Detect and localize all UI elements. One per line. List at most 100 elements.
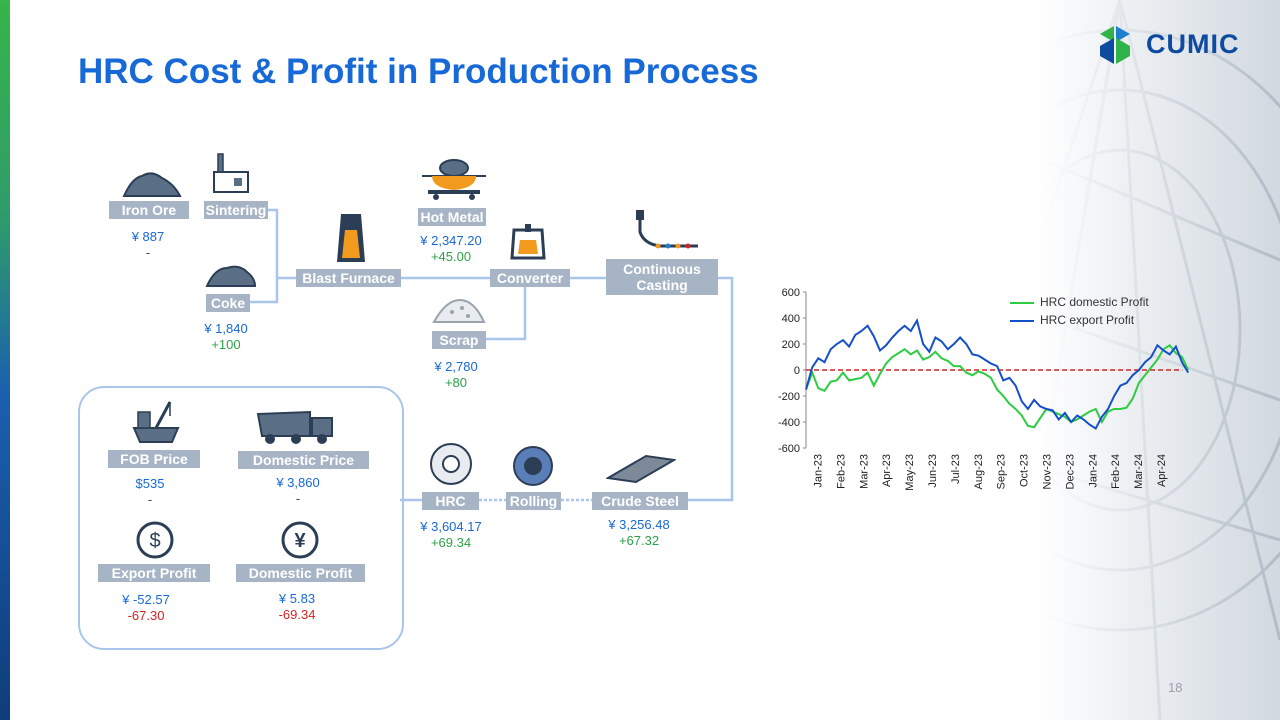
crude-steel-price: ¥ 3,256.48	[608, 517, 670, 532]
continuous-casting-line1: Continuous	[623, 261, 701, 277]
scrap-label: Scrap	[432, 331, 486, 349]
converter-icon	[510, 224, 546, 260]
logo-text: CUMIC	[1146, 29, 1240, 59]
y-tick-label: 400	[782, 313, 800, 325]
continuous-casting-label: Continuous Casting	[606, 259, 718, 295]
steel-slab-icon	[606, 454, 676, 484]
x-tick-label: Jul-23	[950, 454, 962, 484]
crude-steel-label: Crude Steel	[592, 492, 688, 510]
x-tick-label: Feb-23	[835, 454, 847, 489]
ore-pile-icon	[122, 172, 182, 197]
domestic-profit-amount: ¥ 5.83	[278, 591, 316, 606]
x-tick-label: May-23	[904, 454, 916, 491]
coke-pile-icon	[205, 265, 257, 287]
scrap-value: ¥ 2,780 +80	[416, 359, 496, 391]
factory-icon	[213, 153, 249, 193]
x-tick-label: Oct-23	[1019, 454, 1031, 487]
y-tick-label: 0	[794, 365, 800, 377]
profit-line-chart: 600 400 200 0 -200 -400 -600 Jan-23 Feb-23 Mar-23…	[778, 287, 1190, 491]
export-profit-amount: ¥ -52.57	[122, 592, 170, 607]
y-tick-label: -200	[778, 391, 800, 403]
casting-icon	[636, 210, 698, 249]
fob-price-value: $535 -	[110, 476, 190, 508]
coke-label: Coke	[206, 294, 250, 312]
domestic-profit-change: -69.34	[278, 607, 316, 622]
fob-price-amount: $535	[135, 476, 165, 491]
coil-icon	[430, 443, 472, 485]
y-tick-label: 600	[782, 287, 800, 299]
cumic-logo	[1100, 26, 1130, 64]
converter-label: Converter	[490, 269, 570, 287]
x-tick-label: Dec-23	[1064, 454, 1076, 489]
legend-domestic: HRC domestic Profit	[1010, 295, 1149, 309]
iron-ore-label: Iron Ore	[109, 201, 189, 219]
domestic-price-value: ¥ 3,860 -	[258, 475, 338, 507]
scrap-pile-icon	[432, 298, 486, 323]
crude-steel-change: +67.32	[618, 533, 660, 548]
domestic-price-amount: ¥ 3,860	[276, 475, 320, 490]
iron-ore-price: ¥ 887	[131, 229, 165, 244]
legend-domestic-text: HRC domestic Profit	[1040, 295, 1149, 309]
legend-export-swatch	[1010, 319, 1034, 322]
svg-text:$: $	[149, 530, 160, 552]
x-tick-label: Nov-23	[1042, 454, 1054, 489]
page-title: HRC Cost & Profit in Production Process	[78, 52, 759, 91]
edge-accent-bar	[0, 0, 10, 720]
x-tick-label: Jun-23	[927, 454, 939, 488]
hrc-price: ¥ 3,604.17	[420, 519, 482, 534]
svg-text:¥: ¥	[294, 530, 306, 552]
crude-steel-value: ¥ 3,256.48 +67.32	[594, 517, 684, 549]
hot-metal-price: ¥ 2,347.20	[420, 233, 482, 248]
ship-crane-icon	[132, 401, 180, 443]
blast-furnace-icon	[337, 214, 365, 262]
domestic-price-change: -	[295, 491, 301, 506]
coke-value: ¥ 1,840 +100	[186, 321, 266, 353]
scrap-change: +80	[444, 375, 468, 390]
coke-change: +100	[211, 337, 241, 352]
fob-price-change: -	[147, 492, 153, 507]
hrc-change: +69.34	[430, 535, 472, 550]
summary-box	[78, 386, 404, 650]
export-profit-value: ¥ -52.57 -67.30	[106, 592, 186, 624]
iron-ore-value: ¥ 887 -	[108, 229, 188, 261]
domestic-profit-label: Domestic Profit	[236, 564, 365, 582]
legend-domestic-swatch	[1010, 301, 1034, 304]
page-number: 18	[1168, 680, 1183, 695]
continuous-casting-line2: Casting	[636, 277, 688, 293]
hrc-value: ¥ 3,604.17 +69.34	[406, 519, 496, 551]
scrap-price: ¥ 2,780	[434, 359, 478, 374]
hot-metal-label: Hot Metal	[418, 208, 486, 226]
x-tick-label: Mar-24	[1133, 454, 1145, 489]
sintering-label: Sintering	[204, 201, 268, 219]
truck-icon	[256, 410, 333, 444]
yen-icon: ¥	[281, 521, 319, 559]
x-tick-label: Jan-24	[1087, 454, 1099, 488]
export-profit-change: -67.30	[127, 608, 165, 623]
series-line-export-profit	[805, 318, 1190, 430]
dollar-icon: $	[136, 521, 174, 559]
legend-export: HRC export Profit	[1010, 313, 1134, 327]
roll-icon	[513, 446, 553, 486]
x-tick-label: Aug-23	[973, 454, 985, 489]
y-tick-label: -600	[778, 443, 800, 455]
x-tick-label: Apr-24	[1156, 454, 1168, 487]
x-tick-label: Sep-23	[996, 454, 1008, 489]
iron-ore-change: -	[145, 245, 151, 260]
rolling-label: Rolling	[506, 492, 561, 510]
x-tick-label: Apr-23	[881, 454, 893, 487]
coke-price: ¥ 1,840	[204, 321, 248, 336]
blast-furnace-label: Blast Furnace	[296, 269, 401, 287]
y-tick-label: 200	[782, 339, 800, 351]
ladle-icon	[422, 159, 486, 200]
y-tick-label: -400	[778, 417, 800, 429]
legend-export-text: HRC export Profit	[1040, 313, 1135, 327]
domestic-price-label: Domestic Price	[238, 451, 369, 469]
x-tick-label: Jan-23	[812, 454, 824, 488]
hrc-label: HRC	[422, 492, 479, 510]
series-line-domestic-profit	[805, 343, 1190, 429]
hot-metal-value: ¥ 2,347.20 +45.00	[406, 233, 496, 265]
fob-price-label: FOB Price	[108, 450, 200, 468]
export-profit-label: Export Profit	[98, 564, 210, 582]
hot-metal-change: +45.00	[430, 249, 472, 264]
